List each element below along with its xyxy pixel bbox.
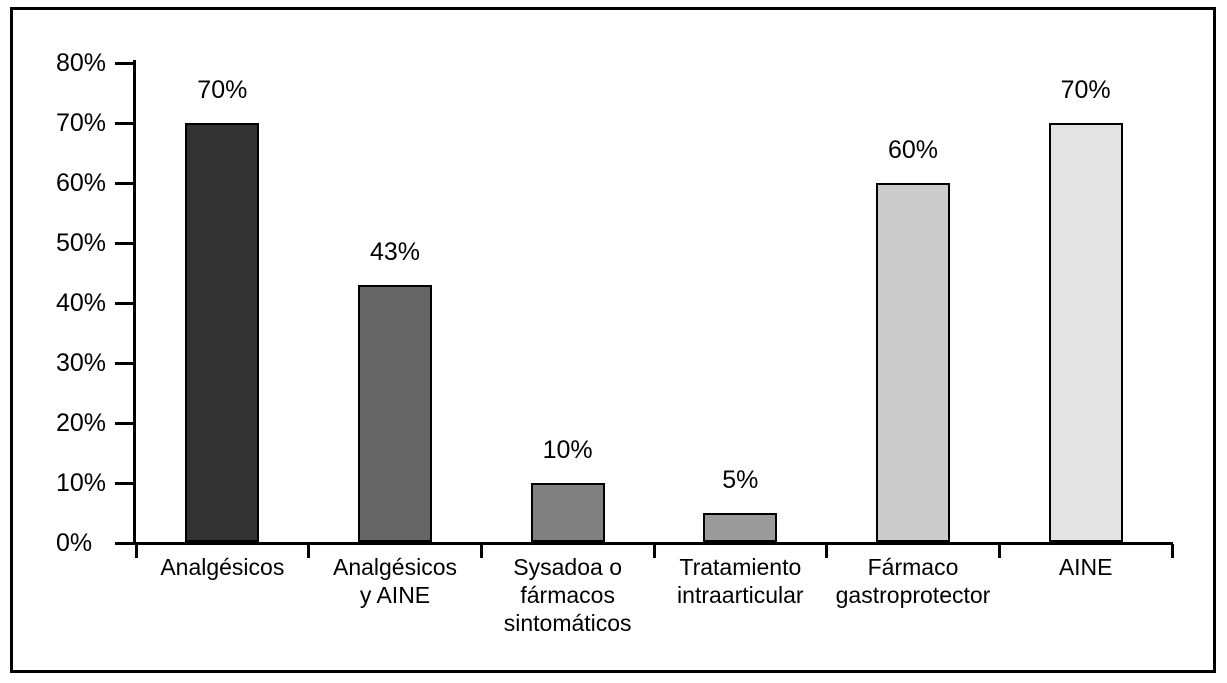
x-axis-category-label-3: Sysadoa o fármacos sintomáticos bbox=[503, 554, 632, 636]
y-axis-tick-label: 0% bbox=[56, 529, 93, 557]
x-axis-category-label-2: Analgésicos y AINE bbox=[332, 554, 458, 608]
y-axis-tick bbox=[115, 541, 133, 545]
x-axis-tick bbox=[479, 544, 483, 558]
x-axis-tick bbox=[825, 544, 829, 558]
bar-value-label-4: 5% bbox=[722, 466, 759, 494]
y-axis-tick bbox=[115, 421, 133, 425]
x-axis-category-label-1: Analgésicos bbox=[160, 554, 285, 580]
x-axis-category-label-6: AINE bbox=[1058, 554, 1113, 580]
bar-value-label-1: 70% bbox=[197, 76, 248, 104]
bar-1 bbox=[185, 123, 260, 542]
y-axis-line bbox=[133, 60, 136, 545]
y-axis-tick-label: 60% bbox=[56, 169, 107, 197]
bar-3 bbox=[530, 483, 605, 542]
x-axis-tick bbox=[997, 544, 1001, 558]
x-axis-tick bbox=[134, 544, 138, 558]
y-axis-tick bbox=[115, 301, 133, 305]
bar-5 bbox=[876, 183, 950, 542]
y-axis-tick bbox=[115, 121, 133, 125]
x-axis-tick bbox=[307, 544, 311, 558]
x-axis-tick bbox=[652, 544, 656, 558]
y-axis-tick bbox=[115, 361, 133, 365]
bar-value-label-6: 70% bbox=[1060, 76, 1111, 104]
bar-6 bbox=[1048, 123, 1123, 542]
x-axis-line bbox=[133, 542, 1173, 545]
y-axis-tick-label: 30% bbox=[56, 349, 107, 377]
y-axis-tick-label: 10% bbox=[56, 469, 107, 497]
y-axis-tick bbox=[115, 61, 133, 65]
bar-value-label-2: 43% bbox=[369, 238, 421, 266]
y-axis-tick-label: 20% bbox=[56, 409, 107, 437]
bar-4 bbox=[703, 513, 778, 542]
bar-2 bbox=[358, 285, 432, 542]
x-axis-category-label-5: Fármaco gastroprotector bbox=[835, 554, 991, 608]
y-axis-tick bbox=[115, 241, 133, 245]
y-axis-tick-label: 80% bbox=[56, 49, 107, 77]
bar-value-label-5: 60% bbox=[887, 136, 939, 164]
y-axis-tick-label: 50% bbox=[56, 229, 107, 257]
y-axis-tick bbox=[115, 181, 133, 185]
x-axis-category-label-4: Tratamiento intraarticular bbox=[677, 554, 804, 608]
bar-value-label-3: 10% bbox=[542, 436, 593, 464]
x-axis-tick bbox=[1170, 544, 1174, 558]
y-axis-tick-label: 40% bbox=[56, 289, 107, 317]
y-axis-tick bbox=[115, 481, 133, 485]
y-axis-tick-label: 70% bbox=[56, 109, 107, 137]
